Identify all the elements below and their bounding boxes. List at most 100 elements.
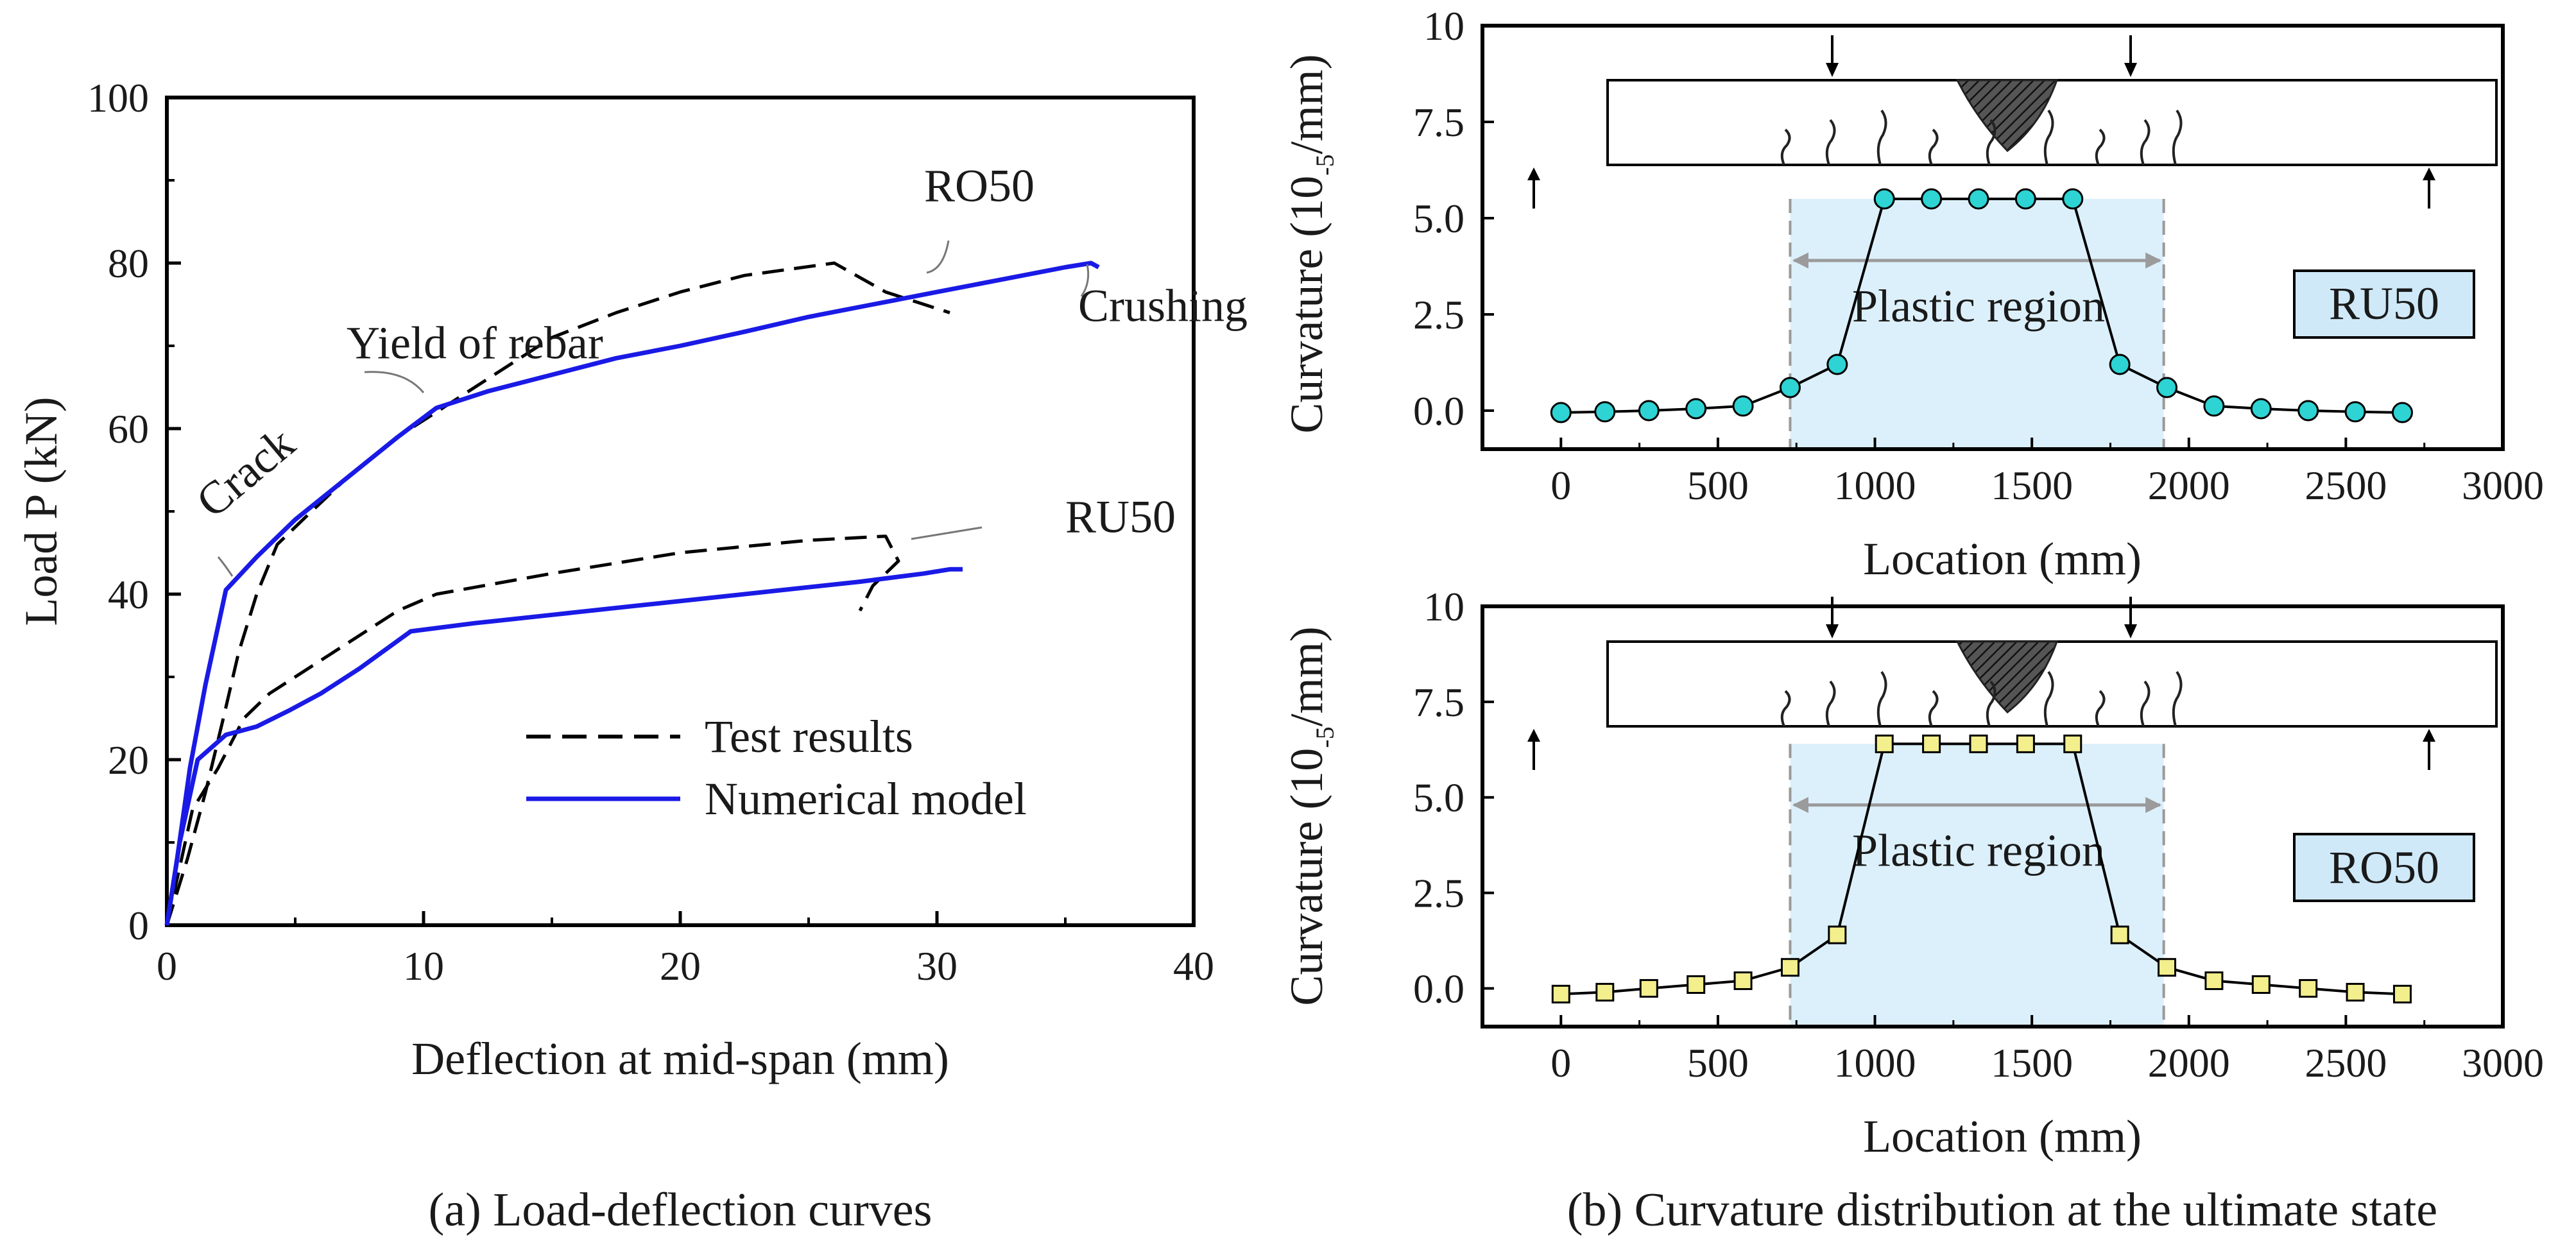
- flexural-crack: [1780, 128, 1791, 166]
- data-point: [1969, 734, 1988, 753]
- y-tick-label: 2.5: [1413, 292, 1464, 337]
- data-point: [2156, 377, 2178, 398]
- curvature-ro50-chart: Plastic region 0 500 1000 1500 2000 2500 30000…: [1281, 584, 2544, 1162]
- x-tick-label: 0: [1550, 1040, 1571, 1086]
- data-point: [2251, 975, 2271, 994]
- series-ro50: [1551, 734, 2412, 1003]
- flexural-crack: [1928, 690, 1939, 727]
- plastic-region-label: Plastic region: [1852, 825, 2105, 876]
- y-axis-label-b2: Curvature (10-5/mm): [1281, 626, 1339, 1005]
- load-arrow-head-icon: [1826, 624, 1839, 638]
- x-tick-label-a: 40: [1173, 943, 1214, 989]
- x-tick-label: 2500: [2305, 463, 2387, 508]
- crack-leader: [217, 556, 234, 577]
- x-tick-label-a: 30: [916, 943, 957, 989]
- annotation-ru50: RU50: [1065, 491, 1176, 542]
- x-tick-label: 0: [1550, 463, 1571, 508]
- x-tick-label: 3000: [2462, 463, 2544, 508]
- data-point: [1687, 975, 1706, 994]
- y-axis-label-b1: Curvature (10-5/mm): [1281, 54, 1339, 433]
- label-box-ro50: [2293, 833, 2475, 902]
- data-point: [2344, 401, 2366, 423]
- x-axis-label-a: Deflection at mid-span (mm): [411, 1033, 949, 1084]
- y-tick-label: 0.0: [1413, 966, 1464, 1011]
- y-tick-label: 0.0: [1413, 388, 1464, 434]
- annotation-crack: Crack: [187, 417, 304, 527]
- support-arrow-head-icon: [2423, 729, 2435, 742]
- load-deflection-chart: 0 10 20 30 40 0 20 40 60 80 100 RO50 Crushing Yield …: [15, 75, 1248, 1236]
- x-tick-label-a: 20: [660, 943, 701, 989]
- y-tick-label-a: 40: [108, 572, 149, 617]
- y-tick-label: 2.5: [1413, 871, 1464, 916]
- flexural-crack: [2140, 119, 2151, 166]
- x-tick-label: 2000: [2148, 463, 2230, 508]
- data-point: [1921, 188, 1943, 210]
- plastic-region-shade-ru50: [1790, 199, 2164, 449]
- y-tick-label: 5.0: [1413, 775, 1464, 821]
- data-point: [2391, 402, 2413, 423]
- data-point: [1968, 188, 1989, 210]
- series-line-ru50-test-results: [165, 534, 900, 926]
- beam-diagram-ru50: [1527, 35, 2498, 209]
- x-tick-label: 1500: [1991, 1040, 2073, 1086]
- x-tick-label: 500: [1687, 1040, 1749, 1086]
- tick-marks-a: [165, 96, 1196, 927]
- y-tick-label-a: 80: [108, 241, 149, 286]
- y-tick-label: 7.5: [1413, 679, 1464, 725]
- annotation-yield-of-rebar: Yield of rebar: [347, 317, 603, 368]
- data-point: [1922, 734, 1941, 753]
- data-point: [2063, 734, 2082, 753]
- flexural-crack: [2172, 670, 2183, 727]
- data-point: [2299, 978, 2318, 998]
- data-point: [1732, 395, 1754, 417]
- crushing-leader: [1080, 264, 1090, 297]
- data-point: [2392, 984, 2412, 1003]
- flexural-crack: [1986, 680, 1996, 727]
- x-tick-label: 1500: [1991, 463, 2073, 508]
- y-tick-label-a: 100: [87, 75, 149, 121]
- flexural-crack: [1825, 119, 1836, 166]
- y-tick-label: 5.0: [1413, 196, 1464, 241]
- load-arrow-head-icon: [1826, 63, 1839, 77]
- series-line-ru50-numerical-model: [164, 567, 963, 926]
- tick-labels-b2: 0 500 1000 1500 2000 2500 3000 0.0 2.5 5.0 7.5 10: [1413, 584, 2544, 1086]
- plot-frame-b1: [1481, 24, 2505, 451]
- flexural-crack: [1928, 128, 1939, 166]
- beam-diagram-ro50: [1527, 597, 2498, 770]
- crushing-zone: [1955, 79, 2059, 153]
- legend-label-model: Numerical model: [705, 773, 1027, 824]
- y-tick-label-a: 20: [108, 737, 149, 783]
- data-point: [2158, 958, 2177, 977]
- data-point: [1875, 734, 1894, 753]
- curvature-ru50-chart: Plastic region 0 500 1000 1500 2000 2500 30000…: [1281, 3, 2544, 585]
- caption-a: (a) Load-deflection curves: [429, 1184, 932, 1236]
- plastic-region-ru50: Plastic region: [1789, 199, 2165, 449]
- flexural-crack: [1780, 690, 1791, 727]
- annotations-a: RO50 Crushing Yield of rebar Crack RU50: [187, 160, 1248, 542]
- series-ru50: [1550, 188, 2413, 423]
- ro50-leader: [926, 240, 950, 274]
- y-tick-label: 10: [1423, 3, 1464, 49]
- data-point: [2109, 354, 2131, 375]
- flexural-crack: [2172, 109, 2183, 166]
- y-tick-label: 10: [1423, 584, 1464, 629]
- tick-labels-b1: 0 500 1000 1500 2000 2500 3000 0.0 2.5 5.0 7.5 10: [1413, 3, 2544, 508]
- load-arrow-head-icon: [2124, 63, 2137, 77]
- data-point: [1826, 354, 1848, 375]
- data-point: [2204, 971, 2224, 991]
- legend-a: Test results Numerical model: [526, 711, 1027, 824]
- data-point: [1873, 188, 1895, 210]
- load-arrow-head-icon: [2124, 624, 2137, 638]
- plastic-region-shade-ro50: [1790, 744, 2164, 1027]
- flexural-crack: [2095, 128, 2106, 166]
- label-box-text-ru50: RU50: [2329, 278, 2439, 329]
- flexural-crack: [1876, 109, 1887, 166]
- plastic-region-label: Plastic region: [1852, 280, 2105, 332]
- x-axis-label-b2: Location (mm): [1863, 1111, 2142, 1162]
- x-tick-label: 1000: [1834, 1040, 1916, 1086]
- support-arrow-head-icon: [1527, 167, 1540, 180]
- y-tick-label-a: 60: [108, 406, 149, 452]
- data-point: [2346, 982, 2365, 1002]
- data-point: [2250, 398, 2272, 420]
